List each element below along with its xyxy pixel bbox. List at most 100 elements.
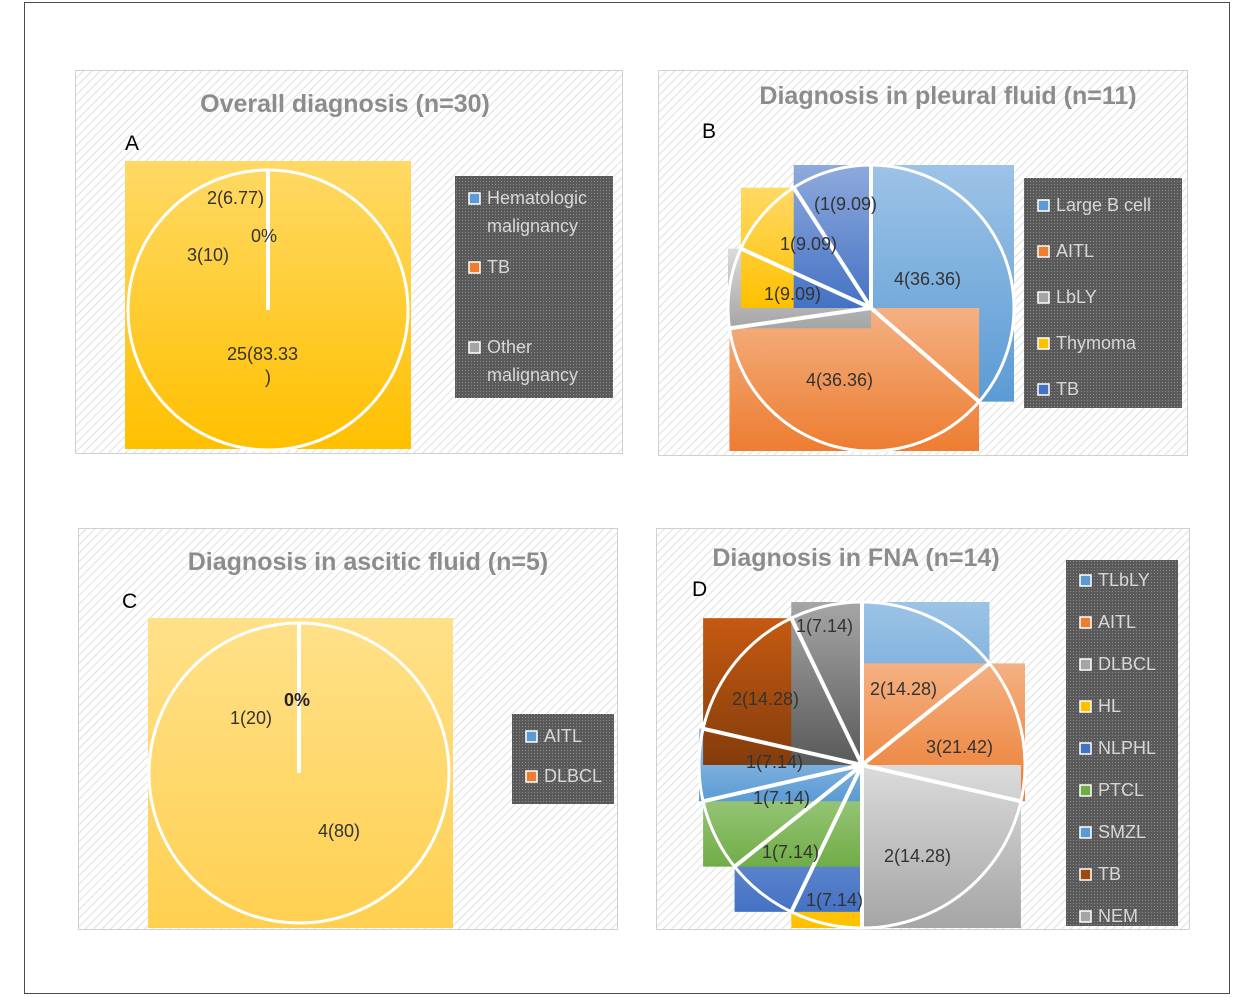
chart-a: Overall diagnosis (n=30) A 2(6.77) 0% 3(…	[75, 70, 623, 454]
chart-d-slice-edge	[860, 661, 991, 767]
chart-b-slice-edge	[869, 306, 981, 404]
chart-c-legend-items: AITL DLBCL	[525, 726, 602, 786]
legend-swatch	[1037, 383, 1050, 396]
legend-label: AITL	[1098, 612, 1136, 632]
legend-swatch	[468, 192, 481, 205]
chart-b-slice-edge	[792, 186, 873, 310]
chart-d-label-dlbcl: 3(21.42)	[926, 737, 993, 757]
chart-c: Diagnosis in ascitic fluid (n=5) C 1(20)…	[78, 528, 618, 930]
chart-b-label-largeb: 4(36.36)	[894, 269, 961, 289]
chart-c-label-dlbcl: 4(80)	[318, 821, 360, 841]
legend-swatch	[1037, 245, 1050, 258]
legend-swatch	[1079, 574, 1092, 587]
legend-swatch	[1079, 616, 1092, 629]
chart-d-label-aitl: 2(14.28)	[870, 679, 937, 699]
chart-b-label-tb: (1(9.09)	[814, 194, 877, 214]
chart-a-label-hema-cont: )	[265, 367, 271, 387]
chart-d-slice-edge	[789, 617, 864, 766]
chart-d-slice-edge	[789, 764, 864, 913]
legend-label: SMZL	[1098, 822, 1146, 842]
legend-swatch	[525, 730, 538, 743]
chart-b-legend	[1024, 178, 1182, 408]
chart-b: Diagnosis in pleural fluid (n=11) B (1(9…	[658, 70, 1188, 456]
chart-a-pie	[126, 168, 410, 452]
legend-swatch	[1079, 826, 1092, 839]
chart-d-pie	[697, 600, 1027, 930]
chart-b-label-lbly: 1(9.09)	[764, 284, 821, 304]
legend-label-hematologic: Hematologic	[487, 188, 587, 208]
legend-swatch	[1037, 291, 1050, 304]
legend-label-malignancy-2: malignancy	[487, 365, 578, 385]
chart-d-title: Diagnosis in FNA (n=14)	[712, 544, 999, 572]
chart-a-legend-items: Hematologic malignancy TB Other malignan…	[468, 188, 587, 385]
legend-swatch	[1079, 700, 1092, 713]
chart-b-slice-edge	[729, 306, 872, 331]
chart-a-title: Overall diagnosis (n=30)	[200, 90, 490, 118]
chart-d-slice-box	[862, 765, 1021, 928]
legend-swatch	[1037, 199, 1050, 212]
chart-c-label-aitl: 1(20)	[230, 708, 272, 728]
chart-d-label-nlphl: 1(7.14)	[762, 842, 819, 862]
legend-swatch	[468, 261, 481, 274]
chart-b-slice-box	[793, 165, 871, 308]
legend-swatch	[1079, 868, 1092, 881]
chart-b-outline	[726, 163, 1016, 453]
chart-d-letter: D	[692, 578, 707, 601]
legend-label-other: Other	[487, 337, 532, 357]
legend-label: DLBCL	[1098, 654, 1156, 674]
chart-b-slice-box	[729, 308, 980, 451]
chart-d-slice-edge	[702, 763, 863, 804]
chart-a-label-hema: 25(83.33	[227, 344, 298, 364]
legend-swatch	[1079, 784, 1092, 797]
chart-d-label-ptcl: 1(7.14)	[753, 788, 810, 808]
legend-label: LbLY	[1056, 287, 1097, 307]
chart-a-label-other: 2(6.77)	[207, 188, 264, 208]
chart-b-legend-items: Large B cell AITL LbLY Thymoma TB	[1037, 195, 1151, 399]
chart-b-title: Diagnosis in pleural fluid (n=11)	[759, 82, 1136, 110]
chart-b-slice-edge	[740, 246, 872, 310]
chart-d-label-nem: 1(7.14)	[796, 616, 853, 636]
legend-swatch	[525, 770, 538, 783]
legend-swatch	[468, 341, 481, 354]
legend-swatch	[1037, 337, 1050, 350]
chart-b-letter: B	[702, 120, 716, 143]
chart-a-letter: A	[125, 132, 139, 155]
legend-label: HL	[1098, 696, 1121, 716]
legend-label: NEM	[1098, 906, 1138, 926]
legend-label-dlbcl: DLBCL	[544, 766, 602, 786]
legend-swatch	[1079, 658, 1092, 671]
legend-label-malignancy-1: malignancy	[487, 216, 578, 236]
chart-c-legend	[512, 714, 614, 804]
legend-label: TB	[1098, 864, 1121, 884]
chart-b-pie	[726, 163, 1016, 453]
chart-d-label-tlbly: 2(14.28)	[884, 846, 951, 866]
legend-label: NLPHL	[1098, 738, 1156, 758]
chart-d-label-smzl: 1(7.14)	[746, 752, 803, 772]
chart-b-label-aitl: 4(36.36)	[806, 370, 873, 390]
legend-swatch	[1079, 910, 1092, 923]
chart-d-slice-edge	[702, 726, 863, 767]
legend-label-tb: TB	[487, 257, 510, 277]
legend-label: TLbLY	[1098, 570, 1150, 590]
chart-b-label-thymoma: 1(9.09)	[780, 234, 837, 254]
chart-c-letter: C	[122, 590, 137, 613]
chart-c-pie	[147, 621, 451, 925]
chart-c-label-zero: 0%	[284, 690, 310, 710]
chart-d-label-hl: 1(7.14)	[806, 890, 863, 910]
chart-a-label-zero: 0%	[251, 226, 277, 246]
legend-label: PTCL	[1098, 780, 1144, 800]
legend-label-aitl: AITL	[544, 726, 582, 746]
chart-d-label-tb: 2(14.28)	[732, 689, 799, 709]
legend-label: TB	[1056, 379, 1079, 399]
chart-a-legend	[455, 176, 613, 398]
chart-d: Diagnosis in FNA (n=14) D 1(7.14) 2(14.2…	[656, 528, 1190, 930]
chart-d-outline	[697, 600, 1027, 930]
chart-d-slice-edge	[733, 763, 864, 869]
chart-d-legend-items: TLbLY AITL DLBCL HL NLPHL PTCL SMZL TB NEM	[1079, 570, 1156, 926]
legend-label: AITL	[1056, 241, 1094, 261]
legend-label: Large B cell	[1056, 195, 1151, 215]
chart-d-slice-edge	[861, 763, 1022, 804]
legend-label: Thymoma	[1056, 333, 1137, 353]
figure-frame	[24, 2, 1230, 994]
chart-a-label-tb: 3(10)	[187, 245, 229, 265]
